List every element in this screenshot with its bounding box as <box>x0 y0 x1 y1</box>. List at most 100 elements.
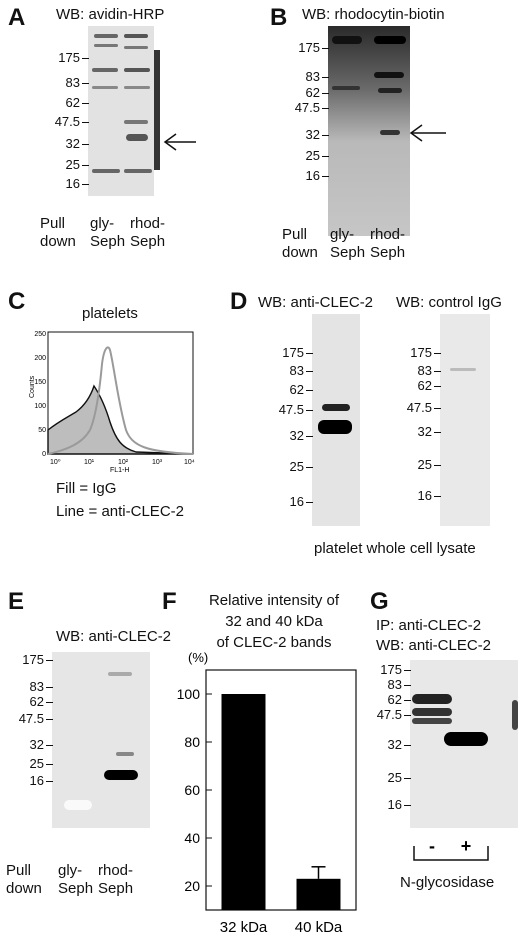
chart-category-label: 40 kDa <box>295 919 343 936</box>
svg-text:FL1-H: FL1-H <box>110 467 129 474</box>
panel-b-marker: 62 <box>305 85 320 100</box>
svg-text:+: + <box>461 836 472 856</box>
panel-d-title-right: WB: control IgG <box>396 294 502 311</box>
panel-a-marker: 175 <box>58 50 80 65</box>
panel-b-blot <box>328 26 410 236</box>
panel-e-marker: 83 <box>29 679 44 694</box>
svg-text:-: - <box>429 836 435 856</box>
panel-d-right-marker: 32 <box>417 424 432 439</box>
panel-c-legend-line: Line = anti-CLEC-2 <box>56 503 184 520</box>
panel-d-left-marker: 62 <box>289 382 304 397</box>
chart-category-label: 32 kDa <box>220 919 268 936</box>
panel-a-marker: 32 <box>65 136 80 151</box>
panel-letter-c: C <box>8 288 26 315</box>
panel-g-marker: 175 <box>380 662 402 677</box>
chart-ytick-label: 100 <box>177 686 201 702</box>
panel-a-blot <box>88 26 154 196</box>
panel-e-marker: 62 <box>29 694 44 709</box>
panel-d-left-marker: 175 <box>282 345 304 360</box>
panel-b-marker: 32 <box>305 127 320 142</box>
panel-e-pull-label: Pull down <box>6 862 42 897</box>
svg-text:50: 50 <box>38 427 46 434</box>
panel-e-marker: 175 <box>22 652 44 667</box>
panel-g-blot <box>410 660 518 828</box>
panel-e-lane-2: rhod- Seph <box>98 862 134 897</box>
panel-d-left-marker: 83 <box>289 363 304 378</box>
panel-e-marker: 25 <box>29 756 44 771</box>
panel-a-marker: 83 <box>65 75 80 90</box>
chart-bar <box>221 694 266 910</box>
panel-f-chart: (%) 20 40 60 80 100 32 kDa 40 kDa <box>177 652 357 936</box>
panel-d-right-marker: 25 <box>417 457 432 472</box>
panel-g-marker: 47.5 <box>376 707 402 722</box>
svg-text:10¹: 10¹ <box>84 459 95 466</box>
panel-b-marker: 47.5 <box>294 100 320 115</box>
chart-ylabel: (%) <box>188 652 208 665</box>
panel-e-blot <box>52 652 150 828</box>
panel-f-title: Relative intensity of 32 and 40 kDa of CLE… <box>208 592 340 651</box>
panel-d-right-marker: 62 <box>417 378 432 393</box>
svg-text:150: 150 <box>34 379 46 386</box>
panel-b-arrow-icon <box>409 124 446 142</box>
panel-g-caption: N-glycosidase <box>400 874 495 891</box>
panel-d-title-left: WB: anti-CLEC-2 <box>258 294 374 311</box>
panel-e-title: WB: anti-CLEC-2 <box>56 628 172 645</box>
svg-text:10³: 10³ <box>152 459 163 466</box>
panel-a-pull-label: Pull down <box>40 215 76 250</box>
panel-b-title: WB: rhodocytin-biotin <box>302 6 445 23</box>
panel-e-marker: 16 <box>29 773 44 788</box>
panel-g-marker: 16 <box>387 797 402 812</box>
svg-text:100: 100 <box>34 403 46 410</box>
panel-a-lane-1: gly- Seph <box>90 215 126 250</box>
panel-a-marker: 25 <box>65 157 80 172</box>
panel-d-left-marker: 32 <box>289 428 304 443</box>
panel-g-bracket: - + <box>413 836 489 861</box>
panel-d-right-marker: 83 <box>417 363 432 378</box>
panel-d-left-marker: 47.5 <box>278 402 304 417</box>
panel-d-right-marker: 47.5 <box>406 400 432 415</box>
panel-a-title: WB: avidin-HRP <box>56 6 165 23</box>
panel-a-edge-mark <box>154 50 160 170</box>
panel-d-blot-right <box>440 314 490 526</box>
panel-a-lane-2: rhod- Seph <box>130 215 166 250</box>
svg-text:0: 0 <box>42 451 46 458</box>
panel-letter-d: D <box>230 288 248 315</box>
panel-letter-g: G <box>370 588 389 615</box>
svg-text:200: 200 <box>34 355 46 362</box>
svg-text:10⁴: 10⁴ <box>184 459 195 466</box>
chart-ytick-label: 80 <box>184 734 200 750</box>
panel-b-lane-2: rhod- Seph <box>370 226 406 261</box>
chart-ytick-label: 60 <box>184 782 200 798</box>
panel-g-marker: 32 <box>387 737 402 752</box>
panel-c-histogram: 250 200 150 100 50 0 Counts 10⁰ 10¹ 10² … <box>29 331 195 474</box>
panel-c-legend-fill: Fill = IgG <box>56 480 117 497</box>
panel-e-marker: 32 <box>29 737 44 752</box>
panel-e-marker: 47.5 <box>18 711 44 726</box>
panel-d-right-marker: 16 <box>417 488 432 503</box>
svg-text:Counts: Counts <box>29 375 36 398</box>
panel-b-marker: 83 <box>305 69 320 84</box>
panel-b-marker: 16 <box>305 168 320 183</box>
panel-b-marker: 25 <box>305 148 320 163</box>
panel-g-title: IP: anti-CLEC-2 WB: anti-CLEC-2 <box>376 617 492 654</box>
chart-ytick-label: 20 <box>184 878 200 894</box>
panel-letter-a: A <box>8 4 26 31</box>
panel-a-marker: 62 <box>65 95 80 110</box>
panel-a-arrow-icon <box>163 133 196 151</box>
panel-d-blot-left <box>312 314 360 526</box>
panel-g-marker: 62 <box>387 692 402 707</box>
svg-text:250: 250 <box>34 331 46 338</box>
panel-d-caption: platelet whole cell lysate <box>314 540 476 557</box>
panel-letter-e: E <box>8 588 25 615</box>
panel-c-title: platelets <box>82 305 138 322</box>
panel-b-lane-1: gly- Seph <box>330 226 366 261</box>
panel-d-left-marker: 16 <box>289 494 304 509</box>
panel-e-lane-1: gly- Seph <box>58 862 94 897</box>
panel-g-marker: 25 <box>387 770 402 785</box>
chart-bar <box>296 878 341 910</box>
svg-text:10⁰: 10⁰ <box>50 458 61 466</box>
chart-ytick-label: 40 <box>184 830 200 846</box>
panel-a-marker: 16 <box>65 176 80 191</box>
panel-d-left-marker: 25 <box>289 459 304 474</box>
panel-b-marker: 175 <box>298 40 320 55</box>
